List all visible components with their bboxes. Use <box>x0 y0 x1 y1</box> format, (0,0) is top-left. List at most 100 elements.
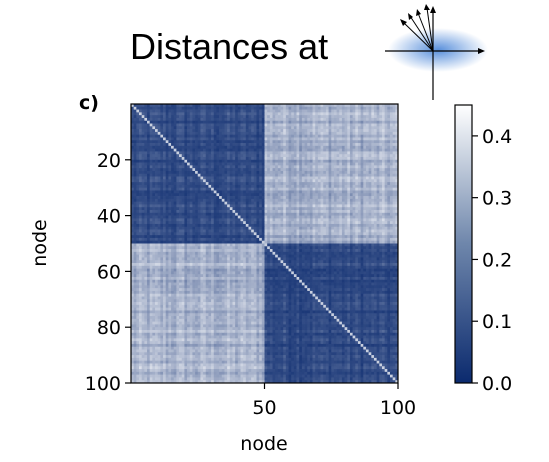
heatmap-cell <box>160 237 164 242</box>
heatmap-cell <box>261 129 265 133</box>
heatmap-cell <box>328 170 332 175</box>
heatmap-cell <box>232 210 236 214</box>
heatmap-cell <box>181 223 185 228</box>
heatmap-cell <box>307 106 311 110</box>
heatmap-cell <box>280 212 284 216</box>
heatmap-cell <box>211 235 215 239</box>
heatmap-cell <box>235 223 239 228</box>
heatmap-cell <box>139 109 143 113</box>
heatmap-cell <box>133 173 137 177</box>
heatmap-cell <box>347 235 351 239</box>
heatmap-cell <box>392 165 396 169</box>
heatmap-cell <box>131 215 135 219</box>
heatmap-cell <box>208 148 212 152</box>
heatmap-cell <box>349 106 353 110</box>
heatmap-cell <box>141 182 145 186</box>
heatmap-cell <box>347 229 351 233</box>
heatmap-cell <box>272 196 276 200</box>
heatmap-cell <box>237 232 241 236</box>
heatmap-cell <box>379 226 383 230</box>
heatmap-cell <box>339 168 343 172</box>
heatmap-cell <box>248 109 252 113</box>
heatmap-cell <box>203 173 207 177</box>
heatmap-cell <box>341 210 345 214</box>
heatmap-cell <box>347 140 351 144</box>
heatmap-cell <box>213 210 217 214</box>
heatmap-cell <box>152 120 156 124</box>
heatmap-cell <box>357 237 361 242</box>
heatmap-cell <box>261 106 265 110</box>
heatmap-cell <box>200 190 204 194</box>
heatmap-cell <box>307 104 311 108</box>
heatmap-cell <box>248 162 252 166</box>
heatmap-cell <box>141 123 145 127</box>
heatmap-cell <box>200 187 204 191</box>
heatmap-cell <box>171 168 175 172</box>
heatmap-cell <box>216 170 220 175</box>
heatmap-cell <box>235 232 239 236</box>
heatmap-cell <box>184 131 188 136</box>
heatmap-cell <box>136 204 140 208</box>
heatmap-cell <box>131 190 135 194</box>
heatmap-cell <box>168 196 172 200</box>
heatmap-cell <box>331 123 335 127</box>
heatmap-cell <box>285 184 289 189</box>
heatmap-cell <box>360 148 364 152</box>
heatmap-cell <box>328 104 332 108</box>
heatmap-cell <box>144 215 148 219</box>
heatmap-cell <box>213 187 217 191</box>
heatmap-cell <box>227 176 231 180</box>
heatmap-cell <box>259 187 263 191</box>
heatmap-cell <box>296 162 300 166</box>
heatmap-cell <box>269 134 273 138</box>
heatmap-cell <box>384 221 388 225</box>
heatmap-cell <box>136 173 140 177</box>
heatmap-cell <box>173 179 177 183</box>
heatmap-cell <box>157 115 161 119</box>
heatmap-cell <box>149 115 153 119</box>
heatmap-cell <box>232 137 236 141</box>
heatmap-cell <box>168 115 172 119</box>
heatmap-cell <box>147 131 151 136</box>
heatmap-cell <box>395 117 399 122</box>
heatmap-cell <box>237 157 241 161</box>
heatmap-cell <box>301 204 305 208</box>
heatmap-cell <box>256 154 260 158</box>
heatmap-cell <box>312 240 316 244</box>
heatmap-cell <box>179 143 183 147</box>
heatmap-cell <box>133 176 137 180</box>
heatmap-cell <box>331 198 335 202</box>
heatmap-cell <box>280 235 284 239</box>
heatmap-cell <box>363 232 367 236</box>
heatmap-cell <box>317 176 321 180</box>
heatmap-cell <box>221 190 225 194</box>
heatmap-cell <box>139 235 143 239</box>
heatmap-cell <box>259 162 263 166</box>
heatmap-cell <box>304 165 308 169</box>
heatmap-cell <box>197 170 201 175</box>
heatmap-cell <box>304 173 308 177</box>
heatmap-cell <box>133 235 137 239</box>
heatmap-cell <box>339 143 343 147</box>
heatmap-cell <box>368 151 372 155</box>
heatmap-cell <box>357 123 361 127</box>
heatmap-cell <box>259 131 263 136</box>
heatmap-cell <box>171 151 175 155</box>
heatmap-cell <box>171 193 175 197</box>
heatmap-cell <box>309 176 313 180</box>
heatmap-cell <box>147 148 151 152</box>
heatmap-cell <box>141 187 145 191</box>
heatmap-cell <box>344 190 348 194</box>
heatmap-cell <box>197 157 201 161</box>
heatmap-cell <box>333 123 337 127</box>
heatmap-cell <box>235 140 239 144</box>
heatmap-cell <box>213 129 217 133</box>
heatmap-cell <box>336 218 340 222</box>
heatmap-cell <box>256 159 260 163</box>
heatmap-cell <box>211 173 215 177</box>
heatmap-cell <box>235 218 239 222</box>
heatmap-cell <box>299 193 303 197</box>
heatmap-cell <box>165 173 169 177</box>
heatmap-cell <box>203 134 207 138</box>
